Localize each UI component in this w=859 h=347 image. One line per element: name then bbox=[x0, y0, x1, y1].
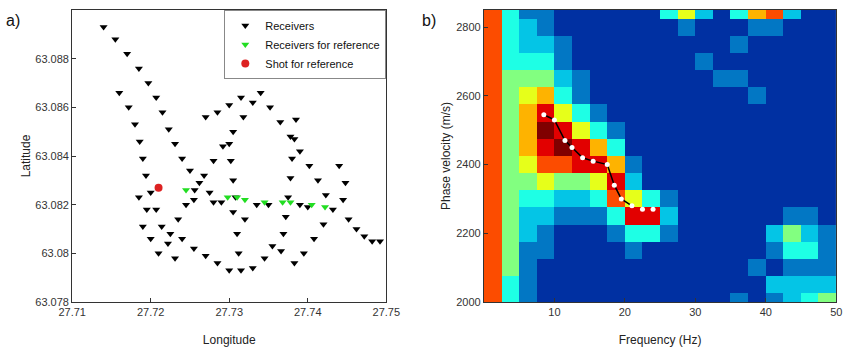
svg-text:63.082: 63.082 bbox=[35, 199, 69, 211]
svg-text:2800: 2800 bbox=[456, 21, 480, 33]
svg-text:63.086: 63.086 bbox=[35, 101, 69, 113]
svg-text:27.73: 27.73 bbox=[215, 306, 243, 318]
svg-text:27.71: 27.71 bbox=[58, 306, 86, 318]
svg-text:2600: 2600 bbox=[456, 90, 480, 102]
svg-text:63.088: 63.088 bbox=[35, 53, 69, 65]
svg-text:63.08: 63.08 bbox=[41, 247, 69, 259]
svg-text:27.72: 27.72 bbox=[137, 306, 165, 318]
svg-text:30: 30 bbox=[689, 306, 701, 318]
svg-text:63.078: 63.078 bbox=[35, 296, 69, 308]
svg-text:27.74: 27.74 bbox=[294, 306, 322, 318]
svg-text:Receivers: Receivers bbox=[265, 20, 314, 32]
svg-text:2000: 2000 bbox=[456, 296, 480, 308]
svg-text:a): a) bbox=[6, 12, 20, 29]
svg-text:2200: 2200 bbox=[456, 227, 480, 239]
svg-text:27.75: 27.75 bbox=[373, 306, 401, 318]
svg-text:Latitude: Latitude bbox=[19, 134, 33, 177]
svg-text:Longitude: Longitude bbox=[203, 333, 256, 347]
svg-text:20: 20 bbox=[619, 306, 631, 318]
svg-text:Receivers for reference: Receivers for reference bbox=[265, 39, 379, 51]
svg-text:2400: 2400 bbox=[456, 158, 480, 170]
svg-text:Phase velocity (m/s): Phase velocity (m/s) bbox=[439, 102, 453, 210]
svg-text:Frequency (Hz): Frequency (Hz) bbox=[619, 333, 702, 347]
svg-text:10: 10 bbox=[548, 306, 560, 318]
svg-text:63.084: 63.084 bbox=[35, 150, 69, 162]
svg-text:b): b) bbox=[422, 12, 436, 29]
svg-text:Shot for reference: Shot for reference bbox=[265, 58, 353, 70]
svg-text:40: 40 bbox=[760, 306, 772, 318]
svg-text:50: 50 bbox=[830, 306, 842, 318]
